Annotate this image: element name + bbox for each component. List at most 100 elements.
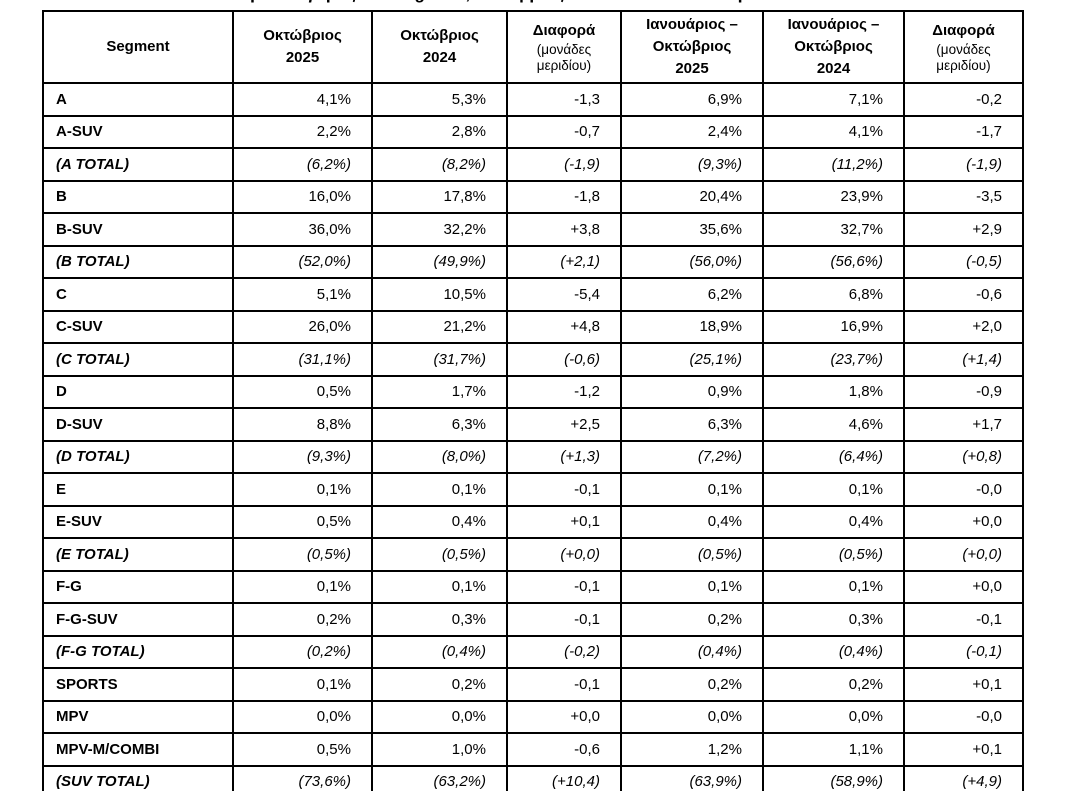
- value-cell: 2,8%: [371, 114, 508, 149]
- value-cell: 8,8%: [232, 407, 373, 442]
- segment-cell: B-SUV: [42, 212, 234, 247]
- value-cell: +0,1: [903, 667, 1024, 702]
- value-cell: 0,4%: [620, 504, 764, 539]
- value-cell: 6,8%: [762, 277, 905, 312]
- value-cell: 0,2%: [232, 602, 373, 637]
- table-row: E-SUV 0,5% 0,4% +0,1 0,4% 0,4% +0,0: [42, 504, 1024, 539]
- value-cell: 0,3%: [371, 602, 508, 637]
- value-cell: +3,8: [506, 212, 622, 247]
- value-cell: (63,2%): [371, 764, 508, 791]
- value-cell: 1,0%: [371, 732, 508, 767]
- value-cell: (+4,9): [903, 764, 1024, 791]
- table-row: D 0,5% 1,7% -1,2 0,9% 1,8% -0,9: [42, 374, 1024, 409]
- value-cell: 16,9%: [762, 309, 905, 344]
- value-cell: (49,9%): [371, 244, 508, 279]
- value-cell: (-0,1): [903, 634, 1024, 669]
- value-cell: -0,9: [903, 374, 1024, 409]
- value-cell: 0,5%: [232, 732, 373, 767]
- value-cell: 6,3%: [620, 407, 764, 442]
- value-cell: 10,5%: [371, 277, 508, 312]
- table-row: C 5,1% 10,5% -5,4 6,2% 6,8% -0,6: [42, 277, 1024, 312]
- column-header-0: Segment: [42, 10, 234, 84]
- value-cell: +0,0: [903, 569, 1024, 604]
- value-cell: (56,0%): [620, 244, 764, 279]
- value-cell: (73,6%): [232, 764, 373, 791]
- value-cell: (58,9%): [762, 764, 905, 791]
- value-cell: -1,3: [506, 82, 622, 117]
- value-cell: (0,2%): [232, 634, 373, 669]
- segment-cell: (SUV TOTAL): [42, 764, 234, 791]
- value-cell: -0,0: [903, 699, 1024, 734]
- column-header-2: Οκτώβριος 2024: [371, 10, 508, 84]
- value-cell: (-0,6): [506, 342, 622, 377]
- value-cell: (31,7%): [371, 342, 508, 377]
- clipped-caption: Μερίδια αγοράς ανά segment, Οκτώβριος 20…: [228, 0, 758, 6]
- value-cell: +0,0: [903, 504, 1024, 539]
- value-cell: 21,2%: [371, 309, 508, 344]
- value-cell: -0,1: [506, 602, 622, 637]
- value-cell: (6,4%): [762, 439, 905, 474]
- value-cell: 36,0%: [232, 212, 373, 247]
- value-cell: 0,1%: [371, 569, 508, 604]
- value-cell: (63,9%): [620, 764, 764, 791]
- value-cell: 0,9%: [620, 374, 764, 409]
- value-cell: (+10,4): [506, 764, 622, 791]
- table-row: C-SUV 26,0% 21,2% +4,8 18,9% 16,9% +2,0: [42, 309, 1024, 344]
- value-cell: +2,5: [506, 407, 622, 442]
- value-cell: +2,9: [903, 212, 1024, 247]
- segment-cell: (A TOTAL): [42, 147, 234, 182]
- segment-cell: C: [42, 277, 234, 312]
- table-row: SPORTS 0,1% 0,2% -0,1 0,2% 0,2% +0,1: [42, 667, 1024, 702]
- value-cell: 4,6%: [762, 407, 905, 442]
- table-row: F-G 0,1% 0,1% -0,1 0,1% 0,1% +0,0: [42, 569, 1024, 604]
- value-cell: 1,2%: [620, 732, 764, 767]
- segment-cell: MPV-M/COMBI: [42, 732, 234, 767]
- value-cell: 4,1%: [762, 114, 905, 149]
- value-cell: 1,7%: [371, 374, 508, 409]
- table-row: A 4,1% 5,3% -1,3 6,9% 7,1% -0,2: [42, 82, 1024, 117]
- table-row: A-SUV 2,2% 2,8% -0,7 2,4% 4,1% -1,7: [42, 114, 1024, 149]
- table-row-total: (D TOTAL) (9,3%) (8,0%) (+1,3) (7,2%) (6,4%)(…: [42, 439, 1024, 474]
- table-row: D-SUV 8,8% 6,3% +2,5 6,3% 4,6% +1,7: [42, 407, 1024, 442]
- value-cell: (25,1%): [620, 342, 764, 377]
- value-cell: -5,4: [506, 277, 622, 312]
- segment-cell: A-SUV: [42, 114, 234, 149]
- value-cell: 0,1%: [232, 569, 373, 604]
- segment-cell: B: [42, 179, 234, 214]
- table-row-total: (E TOTAL) (0,5%) (0,5%) (+0,0) (0,5%) (0,5%)(…: [42, 537, 1024, 572]
- segment-cell: (C TOTAL): [42, 342, 234, 377]
- value-cell: 6,2%: [620, 277, 764, 312]
- value-cell: 35,6%: [620, 212, 764, 247]
- value-cell: -1,8: [506, 179, 622, 214]
- value-cell: (0,4%): [371, 634, 508, 669]
- table-row-total: (F-G TOTAL) (0,2%) (0,4%) (-0,2) (0,4%) (0,4%…: [42, 634, 1024, 669]
- value-cell: (0,5%): [620, 537, 764, 572]
- table-row-total: (A TOTAL) (6,2%) (8,2%) (-1,9) (9,3%) (11,2%)…: [42, 147, 1024, 182]
- value-cell: (0,4%): [620, 634, 764, 669]
- value-cell: (56,6%): [762, 244, 905, 279]
- value-cell: (31,1%): [232, 342, 373, 377]
- value-cell: 0,0%: [232, 699, 373, 734]
- value-cell: 5,3%: [371, 82, 508, 117]
- value-cell: -0,0: [903, 472, 1024, 507]
- table-row-total: (B TOTAL) (52,0%) (49,9%) (+2,1) (56,0%) (56,…: [42, 244, 1024, 279]
- value-cell: (+0,0): [903, 537, 1024, 572]
- value-cell: -0,1: [506, 472, 622, 507]
- value-cell: -0,6: [903, 277, 1024, 312]
- value-cell: (23,7%): [762, 342, 905, 377]
- value-cell: (52,0%): [232, 244, 373, 279]
- value-cell: +4,8: [506, 309, 622, 344]
- value-cell: (-0,5): [903, 244, 1024, 279]
- value-cell: (8,0%): [371, 439, 508, 474]
- value-cell: -1,2: [506, 374, 622, 409]
- value-cell: 2,2%: [232, 114, 373, 149]
- value-cell: -0,6: [506, 732, 622, 767]
- value-cell: 0,0%: [620, 699, 764, 734]
- value-cell: 0,1%: [371, 472, 508, 507]
- value-cell: -0,1: [506, 569, 622, 604]
- value-cell: -0,2: [903, 82, 1024, 117]
- value-cell: 0,4%: [762, 504, 905, 539]
- value-cell: (+0,8): [903, 439, 1024, 474]
- value-cell: 23,9%: [762, 179, 905, 214]
